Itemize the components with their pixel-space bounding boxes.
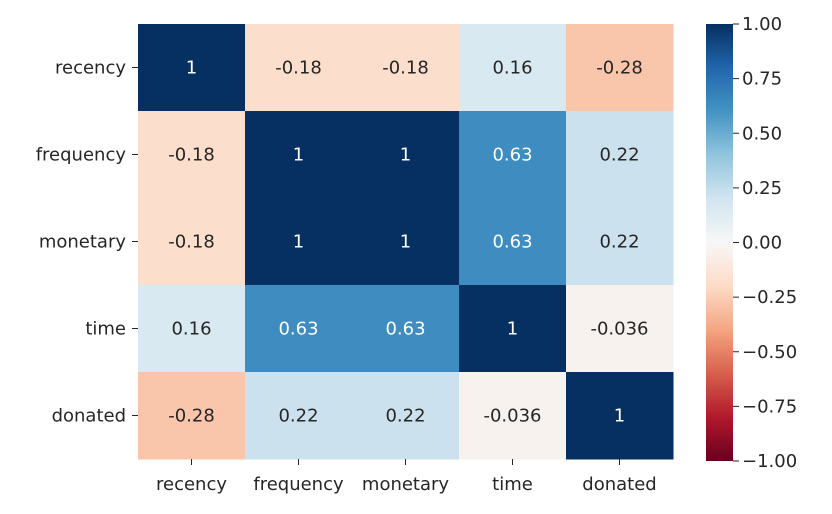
heatmap-cell-time-recency xyxy=(138,285,246,373)
colorbar-tick-label: −1.00 xyxy=(742,451,797,472)
cell-value-time-monetary: 0.63 xyxy=(385,319,425,340)
heatmap-cell-recency-recency xyxy=(138,24,246,112)
heatmap-cell-frequency-donated xyxy=(566,111,674,199)
heatmap-cell-recency-time xyxy=(459,24,567,112)
y-tick-label-time: time xyxy=(85,319,126,340)
colorbar-tick-label: −0.75 xyxy=(742,396,797,417)
cell-value-time-time: 1 xyxy=(507,319,518,340)
x-axis: recency frequency monetary time donated xyxy=(156,459,657,495)
y-tick-label-monetary: monetary xyxy=(39,232,127,253)
cell-value-monetary-time: 0.63 xyxy=(492,232,532,253)
heatmap-cell-time-frequency xyxy=(245,285,353,373)
cell-value-recency-time: 0.16 xyxy=(492,58,532,79)
y-tick-label-frequency: frequency xyxy=(36,145,127,166)
heatmap-cell-frequency-monetary xyxy=(352,111,460,199)
cell-value-recency-monetary: -0.18 xyxy=(382,58,429,79)
colorbar-tick-label: 0.25 xyxy=(742,178,782,199)
heatmap-cell-donated-time xyxy=(459,372,567,460)
cell-value-monetary-monetary: 1 xyxy=(400,232,411,253)
heatmap-cell-donated-recency xyxy=(138,372,246,460)
heatmap-cell-frequency-recency xyxy=(138,111,246,199)
cell-value-time-donated: -0.036 xyxy=(590,319,648,340)
cell-value-frequency-recency: -0.18 xyxy=(168,145,215,166)
cell-value-frequency-time: 0.63 xyxy=(492,145,532,166)
heatmap-cell-frequency-time xyxy=(459,111,567,199)
heatmap-cell-frequency-frequency xyxy=(245,111,353,199)
heatmap-cell-monetary-time xyxy=(459,198,567,286)
cell-value-donated-time: -0.036 xyxy=(483,406,541,427)
colorbar-tick-label: 0.75 xyxy=(742,69,782,90)
cell-value-donated-donated: 1 xyxy=(614,406,625,427)
heatmap-cell-recency-frequency xyxy=(245,24,353,112)
cell-value-time-recency: 0.16 xyxy=(171,319,211,340)
cell-value-monetary-donated: 0.22 xyxy=(599,232,639,253)
cell-value-recency-recency: 1 xyxy=(186,58,197,79)
y-tick-label-recency: recency xyxy=(55,58,126,79)
cell-value-monetary-recency: -0.18 xyxy=(168,232,215,253)
heatmap-cells xyxy=(138,24,674,460)
colorbar-tick-label: 0.00 xyxy=(742,233,782,254)
x-tick-label-donated: donated xyxy=(582,474,656,495)
heatmap-cell-recency-donated xyxy=(566,24,674,112)
colorbar-tick-label: −0.50 xyxy=(742,342,797,363)
cell-value-time-frequency: 0.63 xyxy=(278,319,318,340)
heatmap-cell-recency-monetary xyxy=(352,24,460,112)
heatmap-cell-time-time xyxy=(459,285,567,373)
heatmap-cell-donated-donated xyxy=(566,372,674,460)
y-tick-label-donated: donated xyxy=(52,406,126,427)
colorbar-gradient xyxy=(706,24,733,461)
heatmap-cell-monetary-frequency xyxy=(245,198,353,286)
cell-value-recency-frequency: -0.18 xyxy=(275,58,322,79)
cell-value-donated-monetary: 0.22 xyxy=(385,406,425,427)
colorbar-tick-label: 0.50 xyxy=(742,123,782,144)
cell-value-monetary-frequency: 1 xyxy=(293,232,304,253)
heatmap-cell-time-donated xyxy=(566,285,674,373)
cell-value-recency-donated: -0.28 xyxy=(596,58,643,79)
x-tick-label-monetary: monetary xyxy=(362,474,450,495)
colorbar: 1.00 0.75 0.50 0.25 0.00 −0.25 −0.50 −0.75 −1.00 xyxy=(706,14,797,472)
colorbar-tick-label: −0.25 xyxy=(742,287,797,308)
heatmap-cell-monetary-donated xyxy=(566,198,674,286)
cell-value-donated-recency: -0.28 xyxy=(168,406,215,427)
heatmap-cell-monetary-recency xyxy=(138,198,246,286)
cell-value-donated-frequency: 0.22 xyxy=(278,406,318,427)
x-tick-label-time: time xyxy=(492,474,533,495)
heatmap-cell-monetary-monetary xyxy=(352,198,460,286)
heatmap-cell-donated-frequency xyxy=(245,372,353,460)
cell-value-frequency-monetary: 1 xyxy=(400,145,411,166)
cell-value-frequency-donated: 0.22 xyxy=(599,145,639,166)
colorbar-tick-label: 1.00 xyxy=(742,14,782,35)
y-axis: recency frequency monetary time donated xyxy=(36,58,138,427)
heatmap-annotations: 1 -0.18 -0.18 0.16 -0.28 -0.18 1 1 0.63 0.22 -0.18… xyxy=(168,58,648,427)
heatmap-cell-donated-monetary xyxy=(352,372,460,460)
cell-value-frequency-frequency: 1 xyxy=(293,145,304,166)
x-tick-label-frequency: frequency xyxy=(253,474,344,495)
heatmap-cell-time-monetary xyxy=(352,285,460,373)
x-tick-label-recency: recency xyxy=(156,474,227,495)
